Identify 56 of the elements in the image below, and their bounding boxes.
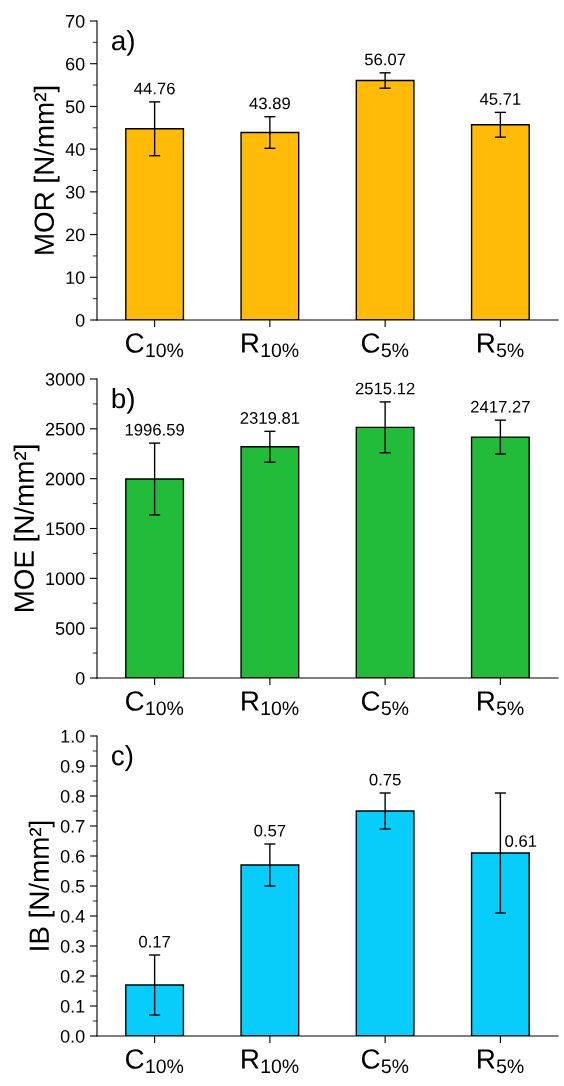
x-tick-label: C$_{10%}$ [126, 333, 184, 358]
x-tick-label: C$_{5%}$ [361, 691, 409, 716]
x-tick-label: C$_{5%}$ [361, 1049, 409, 1074]
data-label: 0.75 [369, 773, 401, 786]
x-tick-label: R$_{10%}$ [242, 1049, 299, 1074]
y-tick-label: 50 [65, 100, 85, 114]
data-label: 56.07 [364, 53, 406, 66]
x-tick-label: C$_{10%}$ [126, 691, 184, 716]
x-tick-label: R$_{5%}$ [478, 691, 524, 716]
y-tick-label: 1.0 [61, 729, 85, 743]
x-tick-label: C$_{5%}$ [361, 333, 409, 358]
y-tick-label: 0.3 [60, 939, 85, 953]
y-tick-label: 0.5 [60, 879, 85, 893]
data-label: 2515.12 [355, 382, 415, 395]
data-label: 45.71 [479, 93, 521, 105]
x-tick-label: C$_{10%}$ [126, 1049, 184, 1074]
y-tick-label: 10 [66, 271, 85, 285]
y-tick-label: 60 [66, 57, 85, 71]
y-tick-label: 0.1 [60, 999, 85, 1013]
y-tick-label: 20 [66, 228, 85, 242]
y-tick-label: 2500 [45, 422, 85, 436]
y-tick-label: 0.9 [60, 759, 85, 773]
y-tick-label: 0.4 [60, 909, 85, 923]
y-tick-label: 0 [75, 313, 85, 327]
y-tick-label: 500 [55, 622, 85, 635]
data-label: 1996.59 [125, 423, 184, 436]
y-tick-label: 0.2 [60, 969, 85, 983]
data-label: 2417.27 [471, 400, 530, 413]
y-tick-label: 30 [65, 185, 85, 199]
y-tick-label: 0.6 [60, 849, 85, 863]
y-axis-title: IB [N/mm²] [28, 821, 55, 950]
y-tick-label: 70 [66, 14, 85, 28]
y-tick-label: 3000 [45, 372, 85, 386]
x-tick-label: R$_{5%}$ [478, 1049, 524, 1074]
data-label: 43.89 [249, 97, 290, 110]
y-tick-label: 1000 [46, 572, 85, 586]
y-tick-label: 1500 [46, 522, 85, 536]
chart-title: b) [112, 387, 134, 414]
y-tick-label: 0.7 [60, 819, 85, 833]
data-label: 44.76 [134, 82, 175, 95]
y-tick-label: 0.0 [60, 1029, 85, 1043]
y-axis-title: MOR [N/mm²] [33, 86, 60, 254]
chart-title: a) [112, 29, 134, 56]
y-tick-label: 0 [75, 671, 85, 685]
data-label: 0.57 [254, 824, 286, 837]
x-tick-label: R$_{10%}$ [242, 333, 299, 358]
y-axis-title: MOE [N/mm²] [13, 445, 40, 612]
y-tick-label: 2000 [45, 472, 85, 486]
data-label: 0.17 [139, 935, 171, 948]
y-tick-label: 40 [65, 143, 85, 156]
y-tick-label: 0.8 [60, 789, 85, 803]
x-tick-label: R$_{5%}$ [478, 333, 524, 358]
data-label: 0.61 [505, 835, 537, 847]
x-tick-label: R$_{10%}$ [242, 691, 299, 716]
chart-title: c) [112, 745, 133, 771]
data-label: 2319.81 [240, 412, 300, 424]
